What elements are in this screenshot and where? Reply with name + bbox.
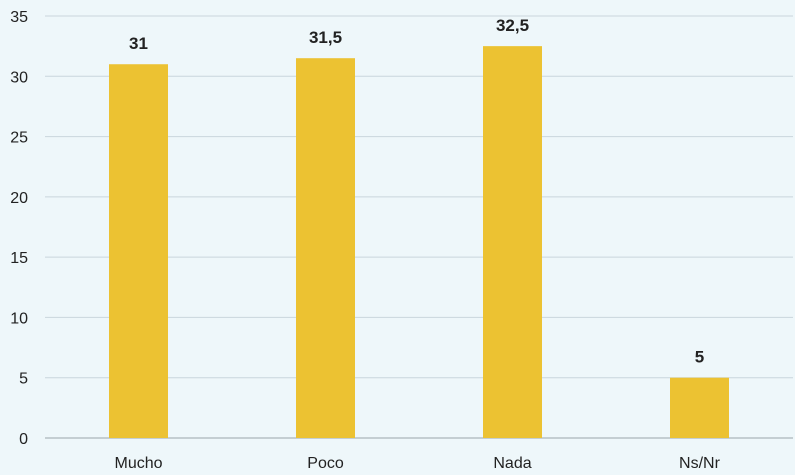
data-labels: 31 31,5 32,5 5 [129, 16, 704, 367]
y-tick-label: 35 [10, 9, 28, 26]
y-tick-label: 15 [10, 250, 28, 267]
y-tick-label: 0 [19, 431, 28, 448]
y-tick-label: 30 [10, 69, 28, 86]
y-tick-label: 5 [19, 371, 28, 388]
x-tick-label: Nada [493, 455, 531, 472]
data-label: 31,5 [309, 28, 342, 47]
data-label: 32,5 [496, 16, 529, 35]
data-label: 31 [129, 34, 148, 53]
y-tick-label: 20 [10, 190, 28, 207]
bar-nada [483, 46, 542, 439]
data-label: 5 [695, 348, 704, 367]
bars [109, 46, 729, 439]
bar-mucho [109, 64, 168, 438]
x-tick-label: Ns/Nr [679, 455, 721, 472]
x-tick-label: Poco [307, 455, 344, 472]
gridlines [45, 15, 793, 439]
bar-ns-nr [670, 377, 729, 438]
y-tick-label: 10 [10, 310, 28, 327]
y-axis-ticks: 0 5 10 15 20 25 30 35 [10, 9, 28, 448]
y-tick-label: 25 [10, 130, 28, 147]
bar-poco [296, 58, 355, 438]
x-tick-label: Mucho [114, 455, 162, 472]
x-axis-ticks: Mucho Poco Nada Ns/Nr [114, 455, 720, 472]
